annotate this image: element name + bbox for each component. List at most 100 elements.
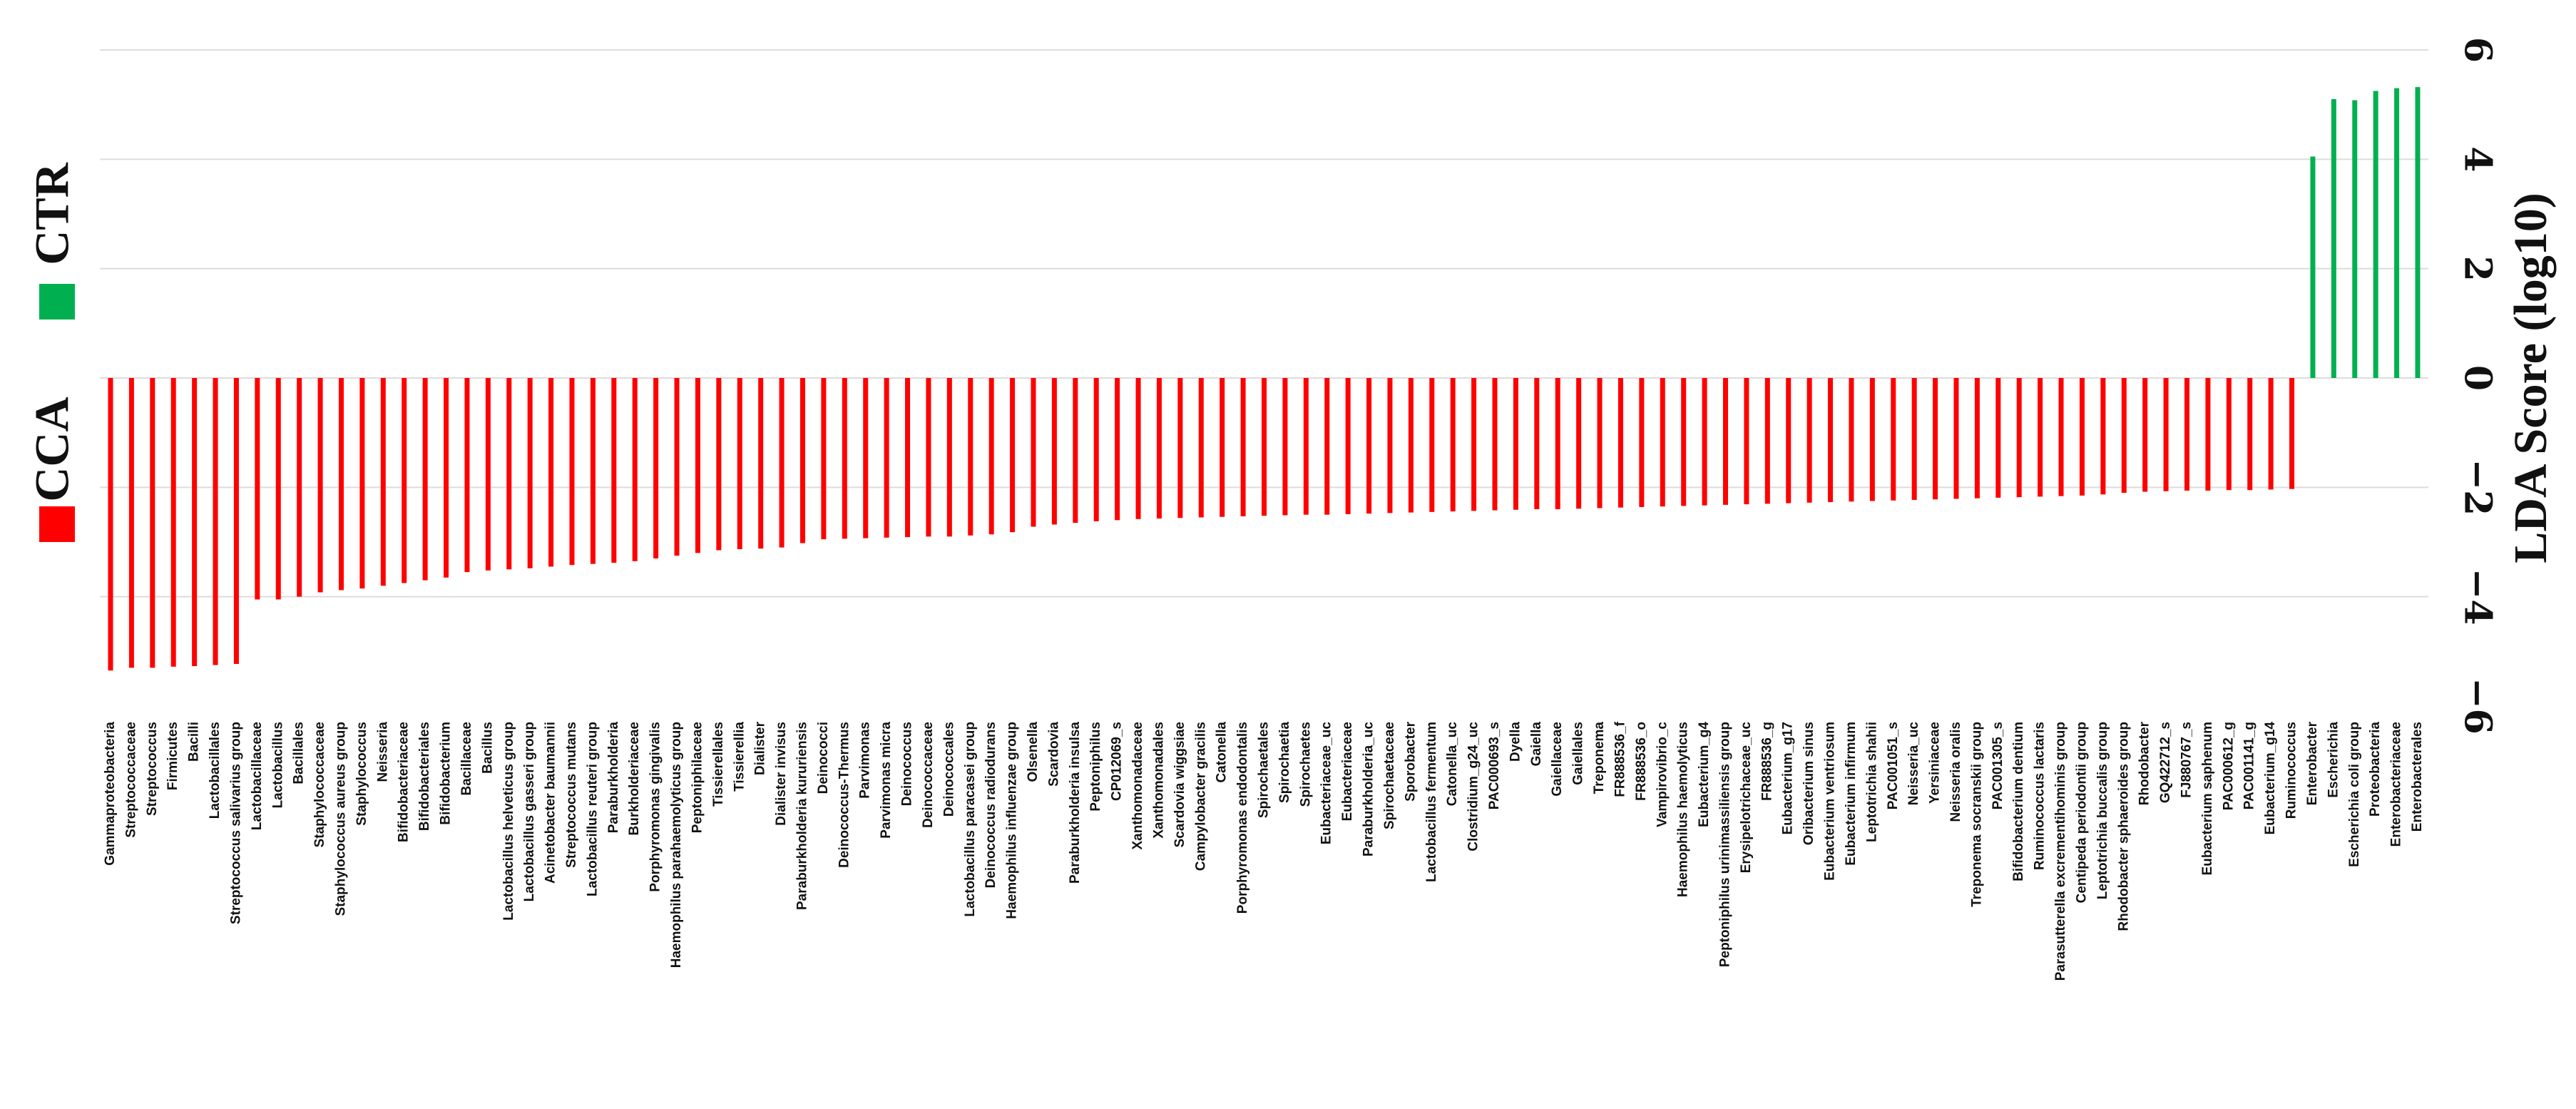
- bar: [255, 378, 260, 600]
- category-label: Bacillus: [480, 722, 495, 774]
- category-label: Catonella: [1215, 722, 1230, 783]
- category-label: Paraburkholderia: [606, 722, 621, 834]
- legend-swatch: [39, 284, 75, 320]
- bar: [2331, 99, 2336, 378]
- category-label: Spirochaetia: [1277, 722, 1292, 803]
- bar: [485, 378, 491, 571]
- category-label: Eubacteriaceae_uc: [1319, 722, 1334, 845]
- category-label: FJ880767_s: [2179, 722, 2194, 798]
- category-label: Staphylococcus: [354, 722, 369, 826]
- bar: [2289, 378, 2295, 489]
- category-label: Paraburkholderia insulsa: [1068, 722, 1083, 884]
- bar: [1974, 378, 1980, 499]
- bar: [1639, 378, 1645, 507]
- bar: [1282, 378, 1288, 516]
- category-label: Vampirovibrio_c: [1655, 722, 1670, 827]
- category-label: Enterobacterales: [2410, 722, 2425, 832]
- bar: [674, 378, 680, 556]
- category-label: Eubacterium_g14: [2263, 722, 2278, 835]
- legend-label: CCA: [25, 397, 79, 501]
- bar: [2268, 378, 2274, 490]
- category-label: Catonella_uc: [1445, 722, 1460, 807]
- category-label: Enterobacter: [2305, 721, 2320, 805]
- category-label: Treponema socranskii group: [1969, 722, 1984, 907]
- category-label: Porphyromonas gingivalis: [648, 722, 663, 892]
- bar: [2058, 378, 2064, 496]
- bar: [297, 378, 302, 597]
- bar: [2038, 378, 2043, 497]
- bar: [108, 378, 113, 671]
- category-label: Enterobacteriaceae: [2389, 722, 2404, 847]
- category-label: PAC000693_s: [1487, 722, 1502, 809]
- category-label: Deinococcaceae: [921, 722, 936, 828]
- bars: [108, 87, 2421, 671]
- bar: [506, 378, 512, 570]
- category-label: Gaiella: [1529, 722, 1544, 767]
- bar: [863, 378, 869, 538]
- category-label: Leptotrichia buccalis group: [2095, 722, 2110, 899]
- category-label: Bacillales: [292, 722, 307, 785]
- category-label: Eubacterium saphenum: [2200, 722, 2215, 875]
- bar: [1177, 378, 1183, 518]
- bar: [1156, 378, 1162, 519]
- category-label: Peptoniphilus: [1088, 722, 1103, 812]
- bar: [1220, 378, 1225, 517]
- bar: [884, 378, 889, 538]
- category-label: Parvimonas: [858, 722, 873, 799]
- bar: [968, 378, 973, 536]
- category-label: Spirochaetales: [1257, 722, 1272, 818]
- bar: [716, 378, 722, 551]
- bar: [1303, 378, 1309, 515]
- category-label: Bifidobacterium dentium: [2011, 722, 2026, 881]
- bar: [1513, 378, 1518, 510]
- category-label: Lactobacillus: [270, 722, 285, 808]
- category-label: Ruminococcus lactaris: [2033, 722, 2048, 870]
- category-label: Sporobacter: [1403, 721, 1418, 802]
- bar: [339, 378, 344, 591]
- category-label: Streptococcaceae: [123, 722, 138, 838]
- bar: [1869, 378, 1875, 501]
- bar: [1534, 378, 1540, 509]
- bar: [1953, 378, 1959, 499]
- bar: [444, 378, 449, 578]
- category-label: Paraburkholderia kururiensis: [795, 722, 810, 910]
- category-label: Staphylococcaceae: [312, 722, 327, 847]
- category-label: Eubacteriaceae: [1340, 722, 1355, 821]
- category-label: Deinococcus radiodurans: [983, 722, 998, 888]
- bar: [1366, 378, 1372, 514]
- bar: [1345, 378, 1351, 514]
- category-label: Deinococcus-Thermus: [837, 722, 852, 868]
- bar: [1723, 378, 1728, 505]
- bar: [1240, 378, 1246, 516]
- bar: [590, 378, 596, 564]
- bar: [1324, 378, 1330, 515]
- category-label: Bifidobacterium: [439, 722, 454, 825]
- category-label: Escherichia coli group: [2347, 722, 2362, 867]
- category-label: Rhodobacter sphaeroides group: [2116, 722, 2131, 931]
- category-label: Acinetobacter baumannii: [543, 722, 558, 884]
- bar: [1492, 378, 1498, 511]
- bar: [1660, 378, 1665, 507]
- bar: [2415, 87, 2421, 378]
- category-label: Bacillaceae: [459, 722, 474, 796]
- bar: [758, 378, 764, 549]
- legend: CTR CCA: [25, 162, 79, 542]
- y-tick-label: 4: [2456, 146, 2500, 172]
- y-axis-title: LDA Score (log10): [2505, 193, 2557, 563]
- bar: [905, 378, 911, 538]
- bar: [317, 378, 323, 593]
- category-label: Eubacterium ventriosum: [1823, 722, 1838, 881]
- bar: [1933, 378, 1938, 500]
- bar: [1597, 378, 1603, 508]
- category-label: GQ422712_s: [2158, 722, 2173, 803]
- category-label: Bifidobacteriaceae: [397, 722, 412, 842]
- category-label: Lactobacillus reuteri group: [585, 722, 600, 896]
- bar: [632, 378, 638, 561]
- category-label: Neisseria: [375, 722, 390, 782]
- bar: [213, 378, 218, 665]
- category-label: Rhodobacter: [2137, 721, 2152, 805]
- bar: [1995, 378, 2001, 498]
- category-label: Peptoniphilus urinimassiliensis group: [1718, 722, 1733, 967]
- category-label: FR888536_o: [1634, 722, 1649, 801]
- bar: [2121, 378, 2127, 493]
